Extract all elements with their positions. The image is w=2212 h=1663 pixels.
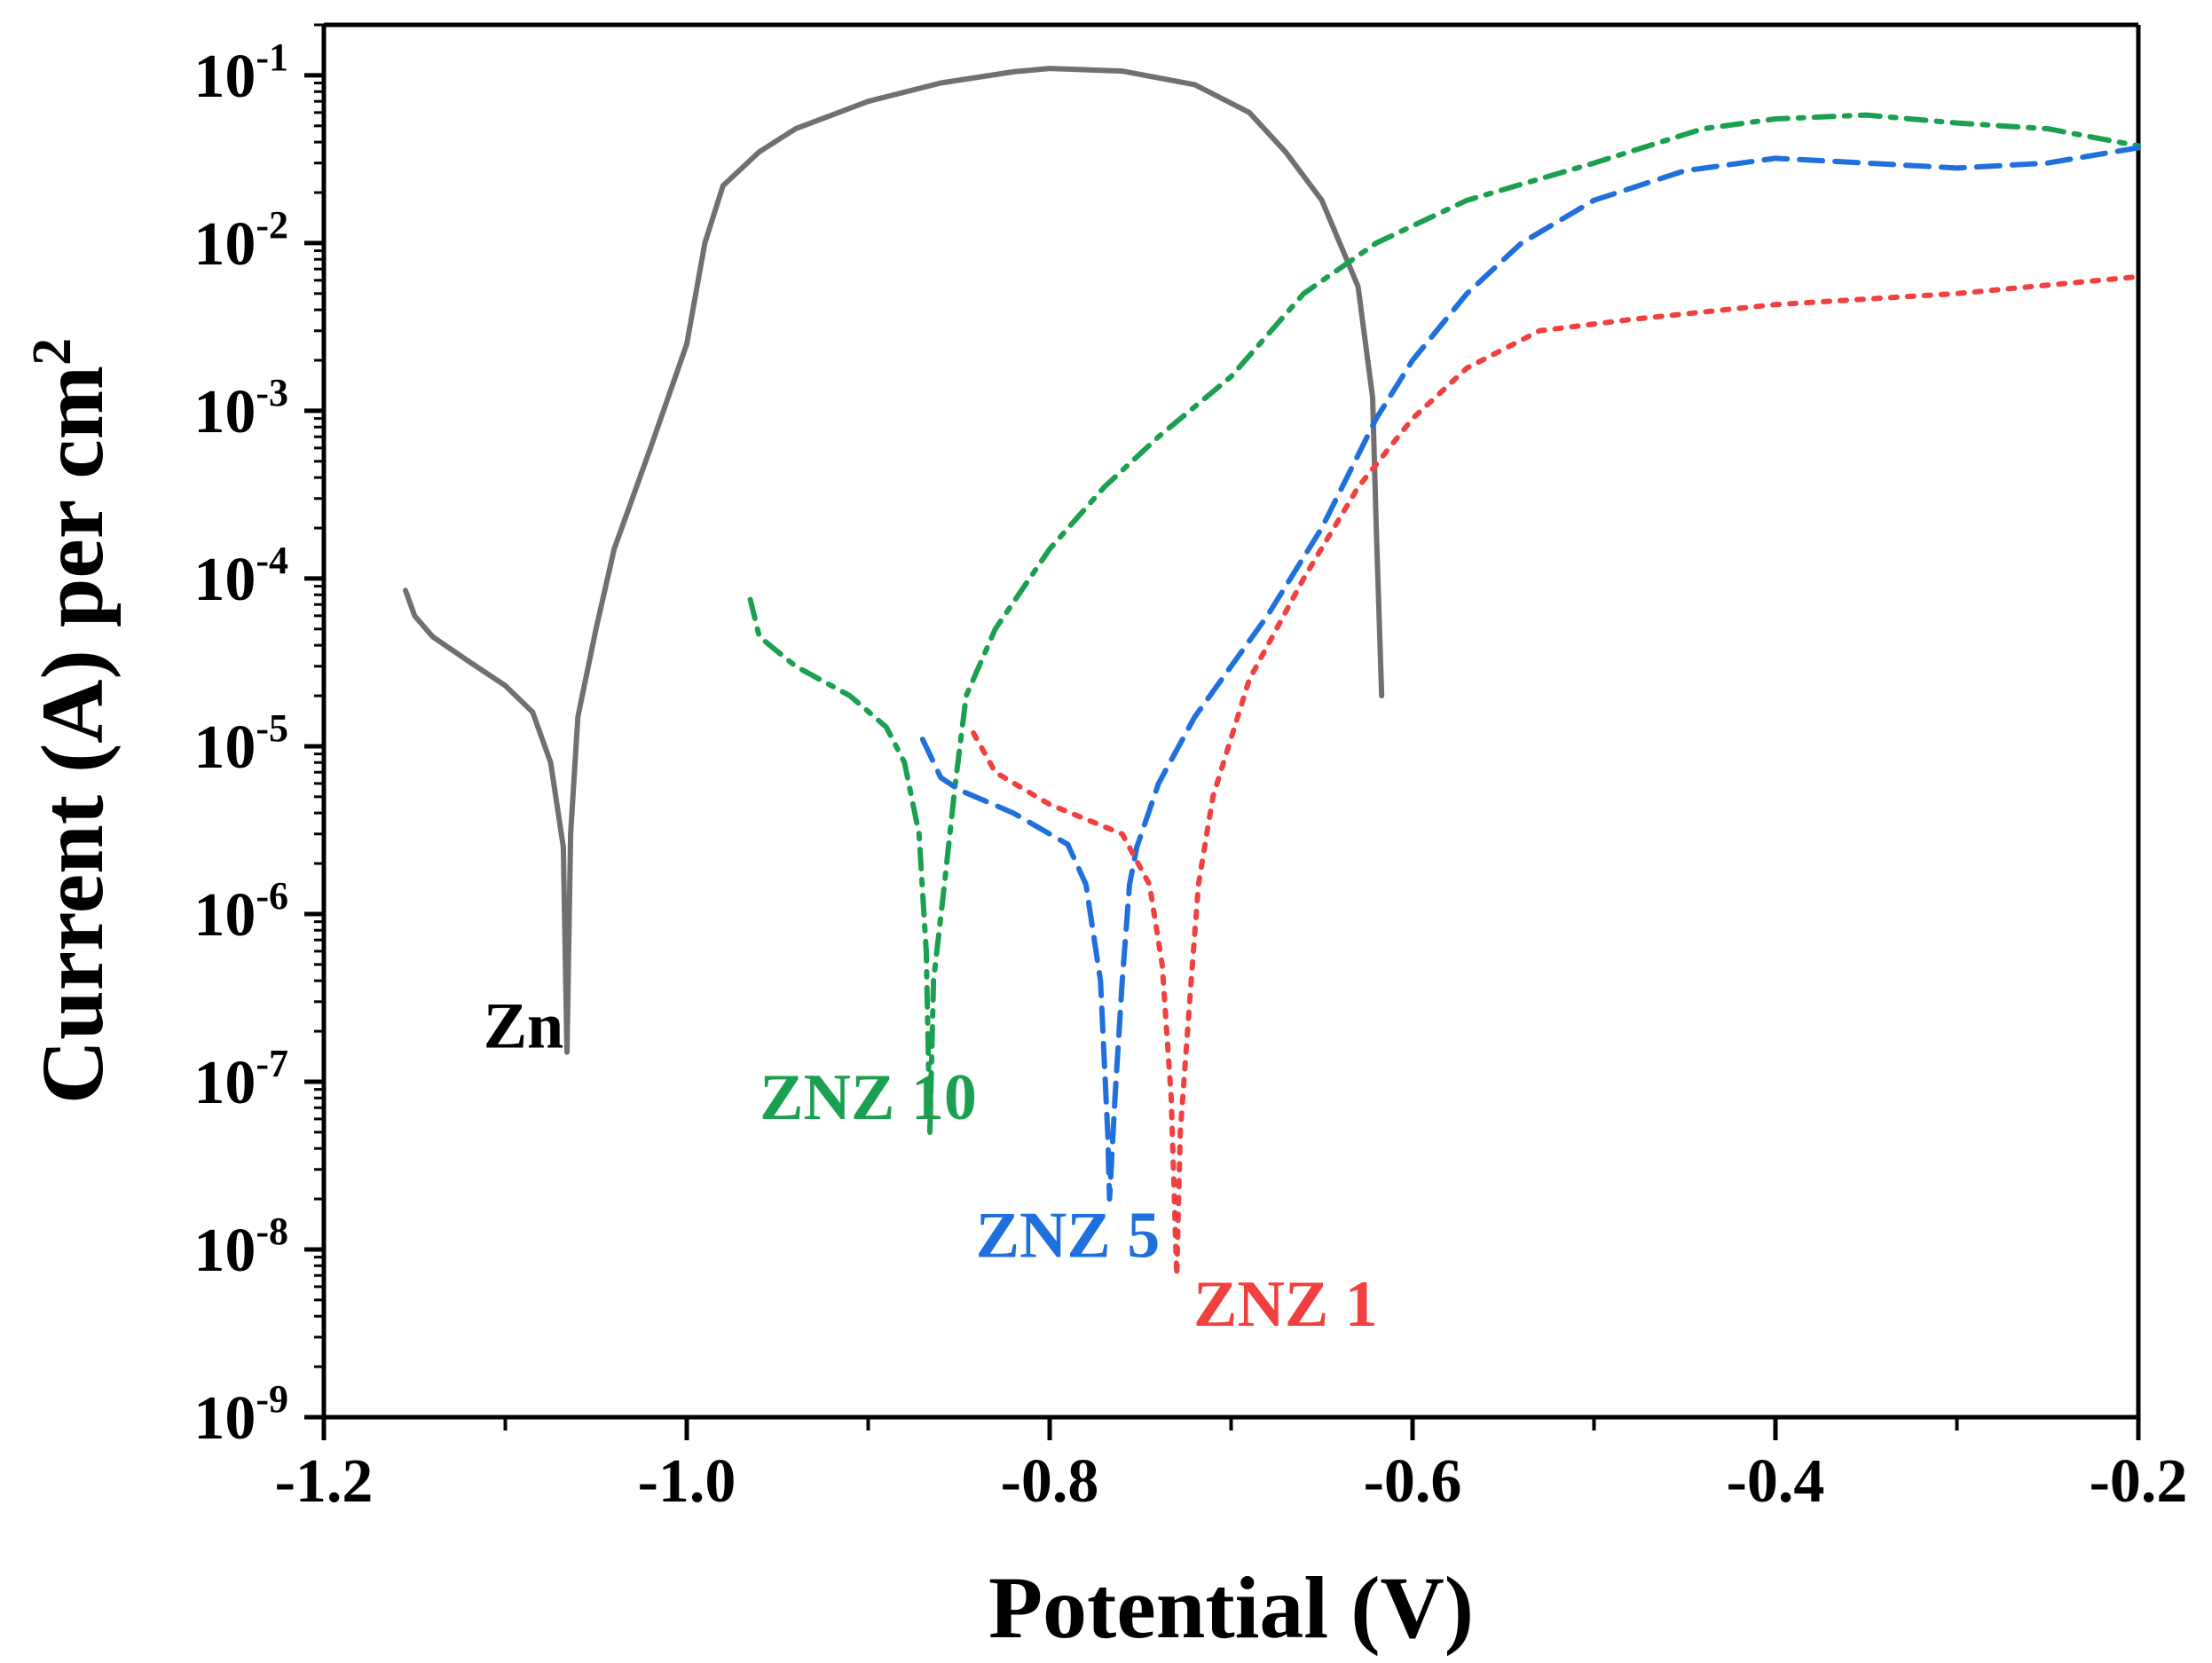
y-tick-label: 10-7 <box>193 1042 288 1117</box>
x-tick-label: -1.2 <box>275 1447 374 1516</box>
y-tick-exponent: -8 <box>256 1210 288 1253</box>
series-label-znz-1: ZNZ 1 <box>1193 1268 1378 1341</box>
y-tick-exponent: -1 <box>256 35 288 79</box>
x-tick-label: -1.0 <box>638 1447 736 1516</box>
y-tick-base: 10 <box>193 378 256 446</box>
y-tick-exponent: -5 <box>256 706 288 750</box>
y-tick-base: 10 <box>193 1049 256 1117</box>
y-tick-base: 10 <box>193 546 256 614</box>
y-axis-title-superscript: 2 <box>22 338 83 366</box>
y-tick-label: 10-8 <box>193 1210 288 1285</box>
y-axis-title: Current (A) per cm2 <box>22 338 122 1104</box>
y-tick-base: 10 <box>193 43 256 111</box>
y-tick-base: 10 <box>193 713 256 782</box>
x-tick-label: -0.4 <box>1727 1447 1825 1516</box>
y-tick-exponent: -6 <box>256 874 288 918</box>
y-tick-base: 10 <box>193 210 256 279</box>
y-tick-exponent: -4 <box>256 539 288 582</box>
y-tick-label: 10-1 <box>193 35 288 111</box>
series-label-zn: Zn <box>484 989 564 1062</box>
series-line-znz-5 <box>919 145 2141 1202</box>
plot-frame <box>321 22 2141 1420</box>
y-tick-label: 10-3 <box>193 371 288 446</box>
y-tick-exponent: -7 <box>256 1042 288 1085</box>
series-line-zn <box>403 66 1385 1055</box>
series-label-znz-5: ZNZ 5 <box>976 1200 1161 1273</box>
y-axis-title-main: Current (A) per cm <box>23 366 122 1104</box>
y-tick-label: 10-4 <box>193 539 288 614</box>
y-ticks: 10-910-810-710-610-510-410-310-210-1 <box>193 23 324 1453</box>
x-tick-label: -0.8 <box>1001 1447 1099 1516</box>
y-tick-exponent: -9 <box>256 1377 288 1421</box>
y-tick-base: 10 <box>193 1384 256 1453</box>
y-tick-exponent: -3 <box>256 371 288 414</box>
series-label-znz-10: ZNZ 10 <box>760 1061 977 1134</box>
y-tick-base: 10 <box>193 881 256 950</box>
y-tick-label: 10-5 <box>193 706 288 782</box>
series-line-znz-1 <box>971 273 2141 1279</box>
x-tick-label: -0.2 <box>2090 1447 2188 1516</box>
x-tick-label: -0.6 <box>1364 1447 1462 1516</box>
y-tick-label: 10-6 <box>193 874 288 950</box>
y-tick-base: 10 <box>193 1217 256 1285</box>
x-axis-title: Potential (V) <box>988 1558 1474 1657</box>
x-ticks: -1.2 -1.0 -0.8 -0.6 -0.4 -0.2 <box>275 1417 2188 1516</box>
y-tick-exponent: -2 <box>256 203 288 247</box>
series-labels: Zn ZNZ 10 ZNZ 5 ZNZ 1 <box>484 989 1378 1341</box>
series-layer <box>403 66 2141 1279</box>
y-tick-label: 10-9 <box>193 1377 288 1453</box>
series-line-znz-10 <box>747 112 2141 1135</box>
y-tick-label: 10-2 <box>193 203 288 279</box>
